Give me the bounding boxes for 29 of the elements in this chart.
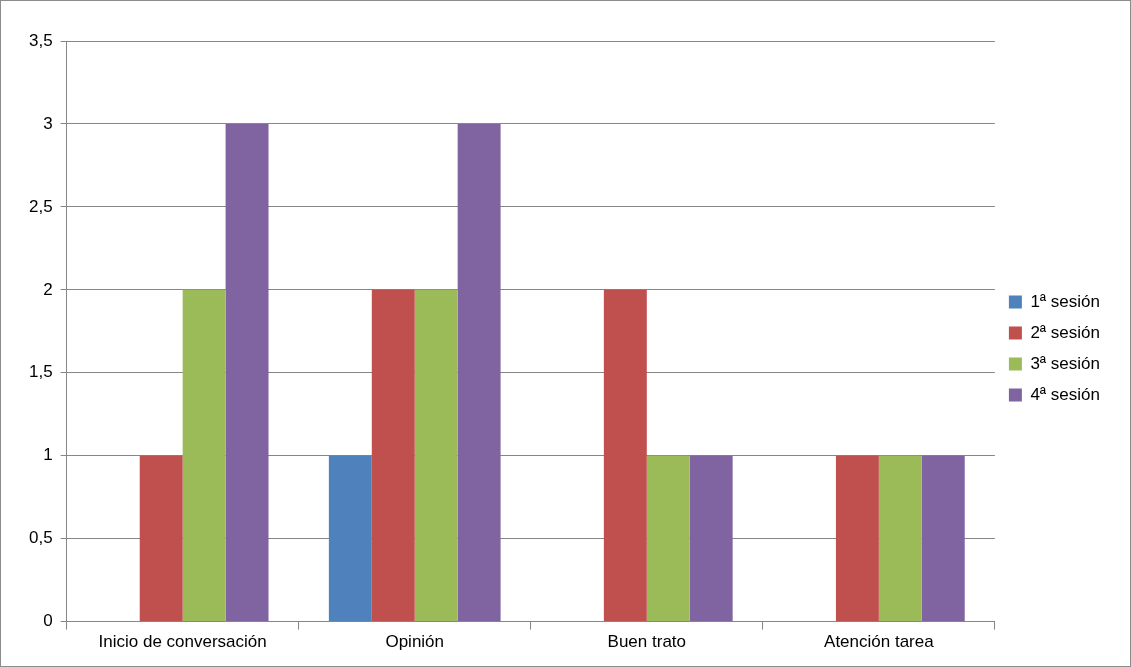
legend-label: 2ª sesión <box>1030 322 1101 342</box>
legend-label: 4ª sesión <box>1030 384 1101 404</box>
x-tick-label: Opinión <box>385 632 445 652</box>
y-tick-label: 2 <box>43 279 53 299</box>
y-tick-label: 1 <box>43 445 53 465</box>
y-tick-label: 2,5 <box>28 196 53 216</box>
bar <box>646 455 690 622</box>
y-tick-label: 0 <box>43 611 53 631</box>
y-tick-label: 3 <box>43 113 53 133</box>
legend-label: 3ª sesión <box>1030 353 1101 373</box>
y-tick-label: 0,5 <box>28 528 53 548</box>
bar <box>414 289 458 622</box>
x-tick-label: Atención tarea <box>824 632 935 652</box>
bar <box>371 289 415 622</box>
x-tick-label: Inicio de conversación <box>98 632 267 652</box>
bar <box>225 123 269 622</box>
bar <box>689 455 733 622</box>
bar <box>328 455 372 622</box>
bar <box>182 289 226 622</box>
x-tick-label: Buen trato <box>607 632 687 652</box>
bar <box>603 289 647 622</box>
legend-label: 1ª sesión <box>1030 291 1101 311</box>
y-tick-label: 1,5 <box>28 362 53 382</box>
bar <box>921 455 965 622</box>
bar <box>457 123 501 622</box>
bar <box>835 455 879 622</box>
bar <box>878 455 922 622</box>
y-tick-label: 3,5 <box>28 30 53 50</box>
bar <box>139 455 183 622</box>
